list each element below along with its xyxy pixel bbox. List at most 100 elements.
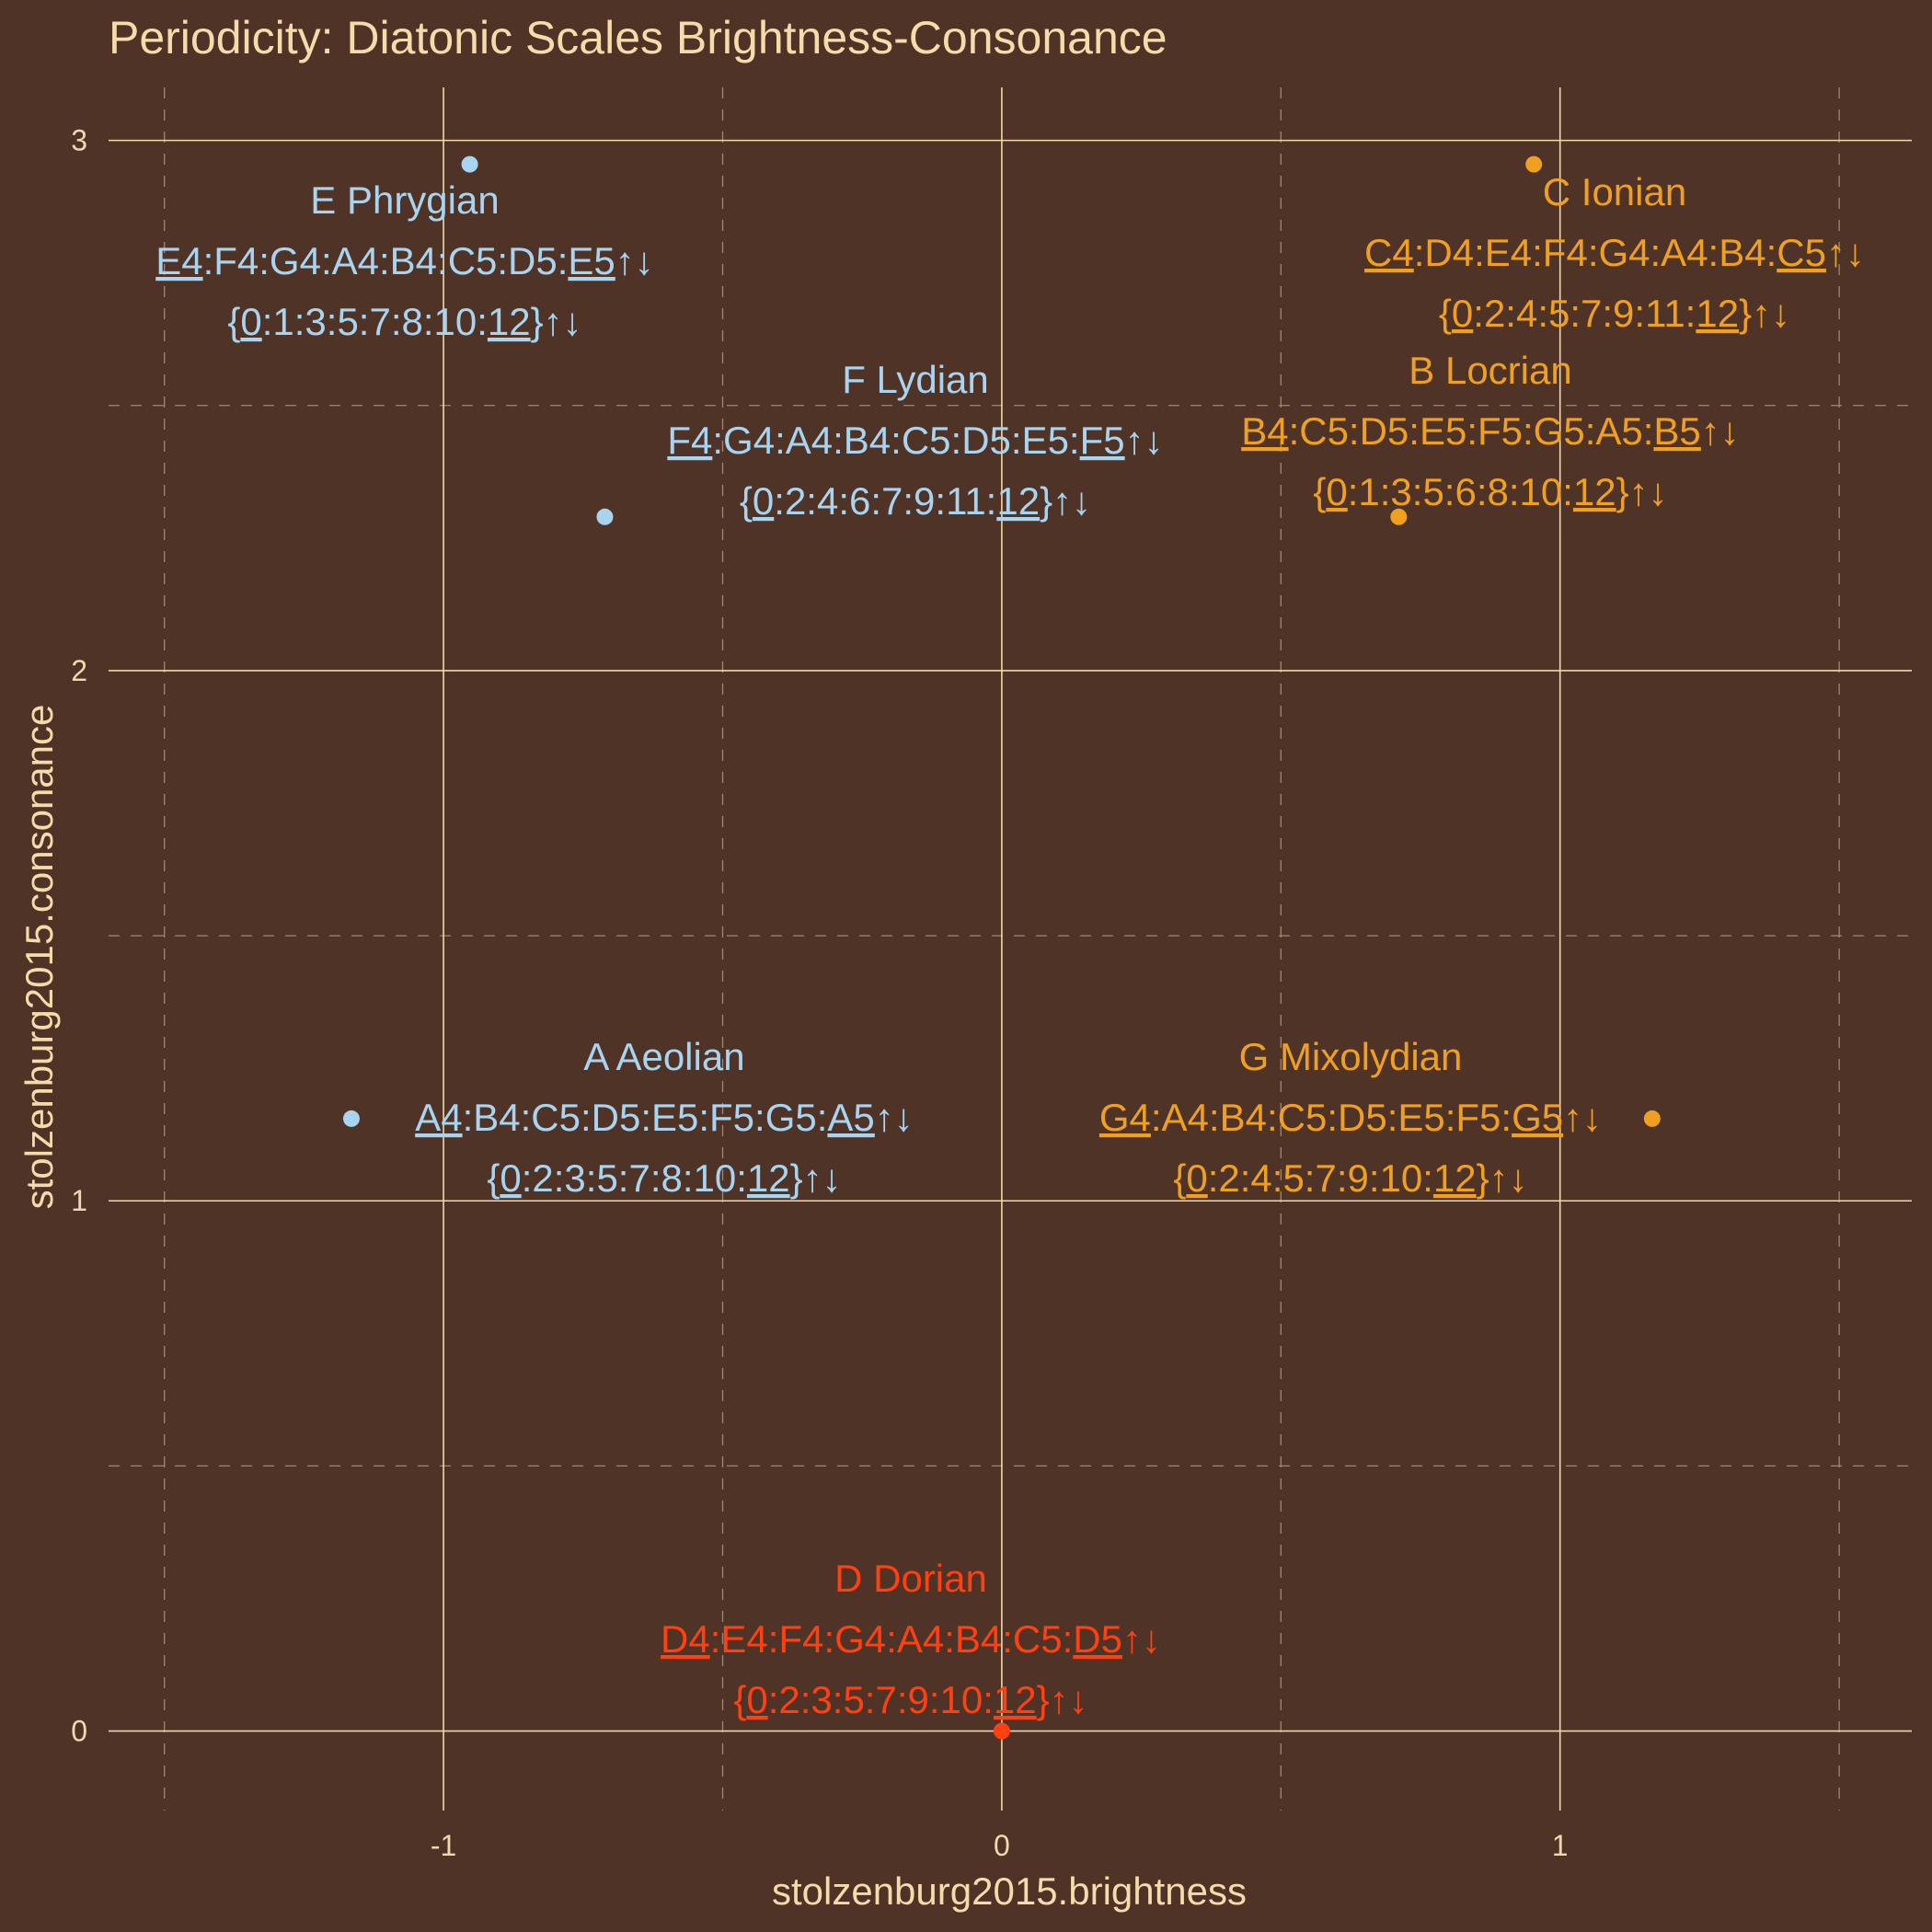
- label-segment: ↑↓: [875, 1096, 914, 1139]
- label-segment: 0: [746, 1678, 767, 1721]
- label-segment: }↑↓: [1739, 292, 1790, 335]
- label-segment: 12: [1433, 1156, 1477, 1200]
- label-segment: }↑↓: [531, 300, 582, 343]
- axis-ticks: -1 0 1 0 12 3: [71, 124, 1568, 1862]
- x-tick-label: 0: [994, 1829, 1010, 1862]
- scale-notes-label: D4:E4:F4:G4:A4:B4:C5:D5↑↓: [661, 1617, 1161, 1661]
- label-segment: 12: [747, 1156, 790, 1200]
- data-point: [1390, 508, 1408, 525]
- data-point: [1643, 1110, 1661, 1127]
- label-segment: 0: [1186, 1156, 1207, 1200]
- major-grid: [109, 87, 1912, 1811]
- label-segment: 12: [996, 479, 1040, 523]
- label-segment: B5: [1653, 409, 1700, 453]
- label-segment: {: [1173, 1156, 1186, 1200]
- label-segment: :1:3:5:7:8:10:: [262, 300, 488, 343]
- scale-name-label: D Dorian: [834, 1557, 987, 1600]
- minor-grid: [109, 87, 1912, 1811]
- label-segment: 0: [240, 300, 261, 343]
- label-segment: :C5:D5:E5:F5:G5:A5:: [1289, 409, 1654, 453]
- label-segment: A4: [415, 1096, 462, 1139]
- label-segment: {: [740, 479, 753, 523]
- data-point: [342, 1110, 360, 1127]
- y-axis-title: stolzenburg2015.consonance: [17, 705, 61, 1210]
- label-segment: ↑↓: [1826, 231, 1865, 274]
- label-segment: :D4:E4:F4:G4:A4:B4:: [1414, 231, 1777, 274]
- label-segment: D5: [1073, 1617, 1122, 1661]
- scale-name-label: A Aeolian: [583, 1035, 744, 1078]
- label-segment: :2:3:5:7:9:10:: [768, 1678, 994, 1721]
- scale-name-label: B Locrian: [1409, 349, 1571, 392]
- label-segment: B4: [1241, 409, 1288, 453]
- label-segment: F5: [1080, 419, 1125, 462]
- label-segment: }↑↓: [1477, 1156, 1528, 1200]
- label-segment: ↑↓: [1122, 1617, 1161, 1661]
- data-points: [342, 155, 1661, 1740]
- label-segment: :2:4:6:7:9:11:: [774, 479, 996, 523]
- scale-intervals-label: {0:2:4:5:7:9:10:12}↑↓: [1173, 1156, 1527, 1200]
- point-label: E Phrygian E4:F4:G4:A4:B4:C5:D5:E5↑↓ {0:1:…: [155, 178, 654, 343]
- scale-intervals-label: {0:2:4:6:7:9:11:12}↑↓: [740, 479, 1091, 523]
- scale-intervals-label: {0:1:3:5:6:8:10:12}↑↓: [1313, 470, 1667, 513]
- label-segment: {: [1439, 292, 1452, 335]
- point-label: G Mixolydian G4:A4:B4:C5:D5:E5:F5:G5↑↓ {0:…: [1099, 1035, 1602, 1200]
- label-segment: :2:4:5:7:9:11:: [1473, 292, 1696, 335]
- label-segment: {: [733, 1678, 746, 1721]
- point-label: A Aeolian A4:B4:C5:D5:E5:F5:G5:A5↑↓ {0:2:3…: [415, 1035, 914, 1200]
- scale-notes-label: A4:B4:C5:D5:E5:F5:G5:A5↑↓: [415, 1096, 914, 1139]
- point-label: D Dorian D4:E4:F4:G4:A4:B4:C5:D5↑↓ {0:2:3:…: [661, 1557, 1161, 1721]
- label-segment: F4: [667, 419, 712, 462]
- scale-notes-label: B4:C5:D5:E5:F5:G5:A5:B5↑↓: [1241, 409, 1740, 453]
- label-segment: D4: [661, 1617, 710, 1661]
- label-segment: :1:3:5:6:8:10:: [1348, 470, 1573, 513]
- label-segment: }↑↓: [790, 1156, 842, 1200]
- label-segment: A5: [827, 1096, 874, 1139]
- label-segment: 0: [753, 479, 774, 523]
- label-segment: E5: [568, 239, 615, 282]
- label-segment: ↑↓: [1125, 419, 1164, 462]
- label-segment: ↑↓: [615, 239, 654, 282]
- scale-notes-label: C4:D4:E4:F4:G4:A4:B4:C5↑↓: [1364, 231, 1865, 274]
- label-segment: 12: [1696, 292, 1739, 335]
- y-tick-label: 1: [71, 1184, 87, 1217]
- data-point: [993, 1722, 1010, 1740]
- point-label: F Lydian F4:G4:A4:B4:C5:D5:E5:F5↑↓ {0:2:4:…: [667, 358, 1163, 523]
- y-tick-label: 3: [71, 124, 87, 157]
- scale-intervals-label: {0:2:3:5:7:8:10:12}↑↓: [487, 1156, 841, 1200]
- label-segment: :A4:B4:C5:D5:E5:F5:: [1151, 1096, 1512, 1139]
- label-segment: C4: [1364, 231, 1414, 274]
- y-tick-label: 2: [71, 654, 87, 687]
- label-segment: :F4:G4:A4:B4:C5:D5:: [203, 239, 569, 282]
- scale-notes-label: F4:G4:A4:B4:C5:D5:E5:F5↑↓: [667, 419, 1163, 462]
- label-segment: ↑↓: [1563, 1096, 1602, 1139]
- scale-name-label: F Lydian: [842, 358, 989, 401]
- label-segment: }↑↓: [1040, 479, 1091, 523]
- point-label: C Ionian C4:D4:E4:F4:G4:A4:B4:C5↑↓ {0:2:4:…: [1364, 170, 1865, 335]
- scale-intervals-label: {0:2:3:5:7:9:10:12}↑↓: [733, 1678, 1087, 1721]
- label-segment: G4: [1099, 1096, 1151, 1139]
- scale-notes-label: E4:F4:G4:A4:B4:C5:D5:E5↑↓: [155, 239, 654, 282]
- label-segment: :B4:C5:D5:E5:F5:G5:: [463, 1096, 828, 1139]
- label-segment: E4: [155, 239, 202, 282]
- label-segment: 12: [488, 300, 531, 343]
- label-segment: :E4:F4:G4:A4:B4:C5:: [710, 1617, 1074, 1661]
- label-segment: ↑↓: [1701, 409, 1740, 453]
- x-tick-label: -1: [431, 1829, 456, 1862]
- data-point: [596, 508, 614, 525]
- y-tick-label: 0: [71, 1715, 87, 1748]
- data-point: [461, 155, 478, 173]
- label-segment: {: [487, 1156, 500, 1200]
- scale-name-label: E Phrygian: [310, 178, 499, 222]
- label-segment: 0: [1326, 470, 1347, 513]
- scale-name-label: G Mixolydian: [1239, 1035, 1463, 1078]
- scale-name-label: C Ionian: [1543, 170, 1686, 213]
- label-segment: :2:4:5:7:9:10:: [1208, 1156, 1433, 1200]
- data-point: [1525, 155, 1543, 173]
- scale-intervals-label: {0:1:3:5:7:8:10:12}↑↓: [227, 300, 581, 343]
- label-segment: C5: [1777, 231, 1826, 274]
- label-segment: :2:3:5:7:8:10:: [522, 1156, 747, 1200]
- label-segment: 12: [994, 1678, 1037, 1721]
